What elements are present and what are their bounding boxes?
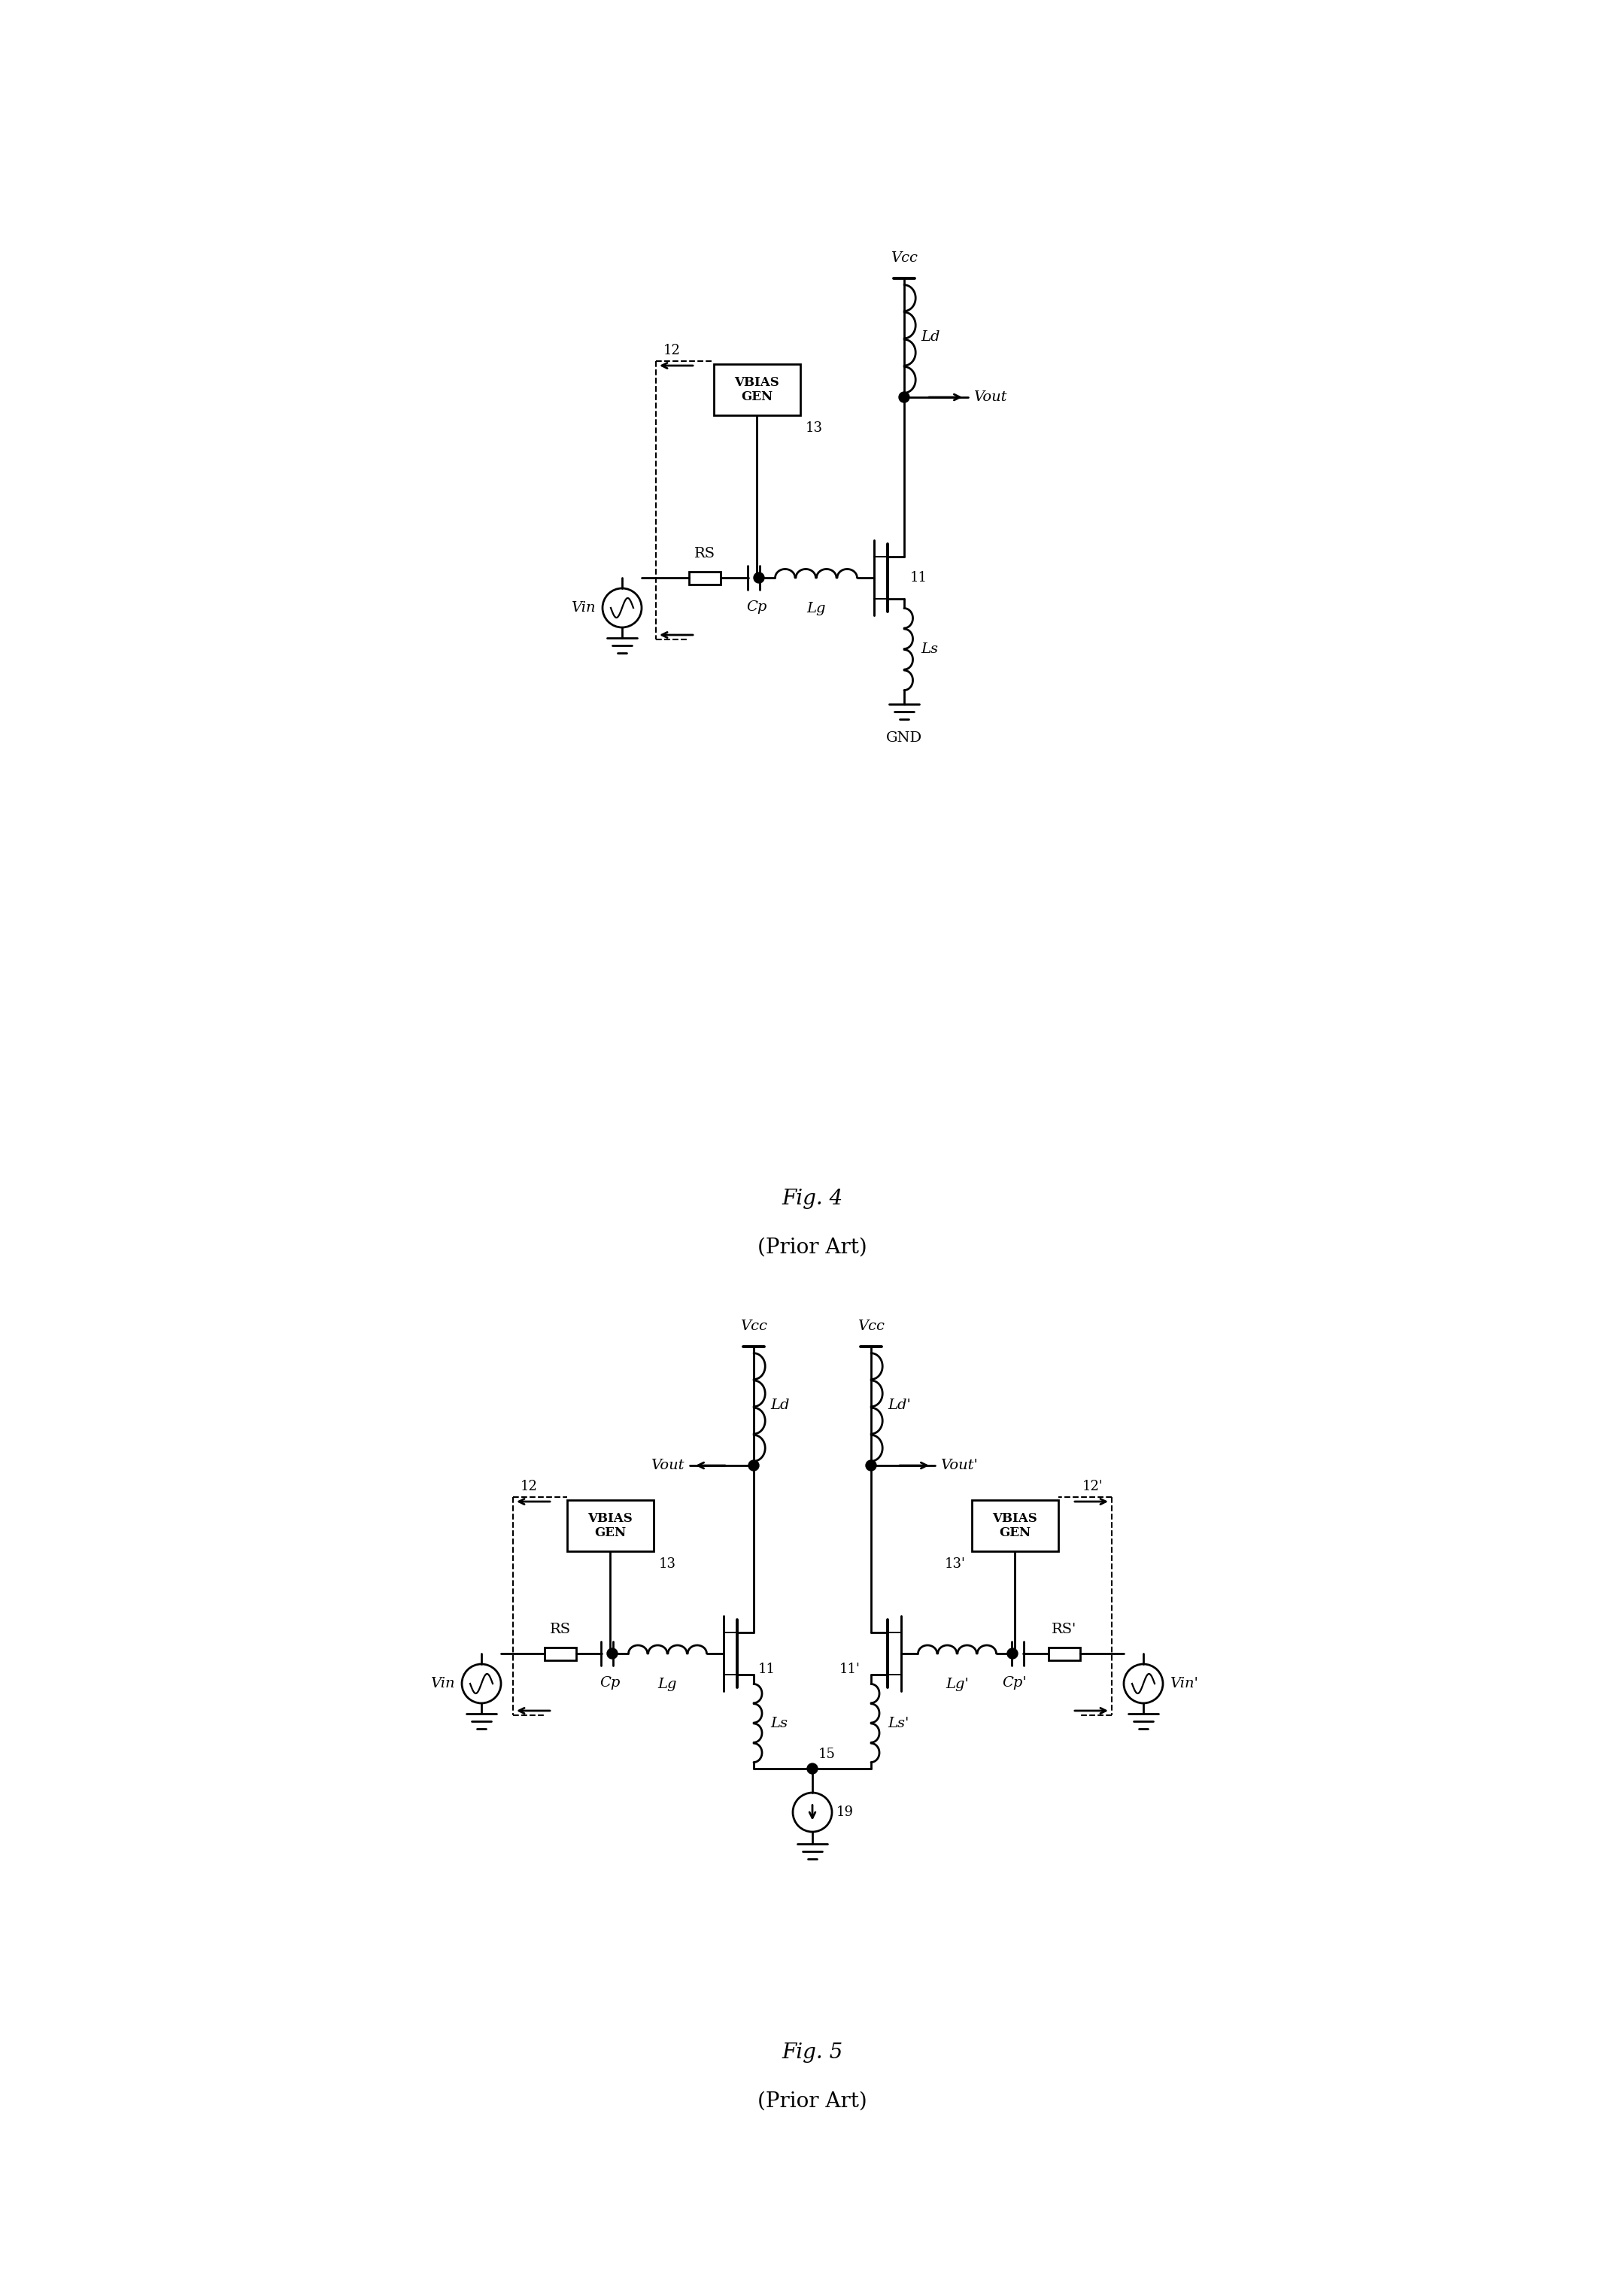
Text: 19: 19: [836, 1805, 854, 1818]
Circle shape: [1007, 1649, 1018, 1658]
Text: (Prior Art): (Prior Art): [757, 1238, 867, 1257]
Bar: [713, 365, 801, 415]
Text: Vin: Vin: [430, 1676, 455, 1690]
Text: 11: 11: [909, 571, 927, 585]
Text: 13: 13: [806, 422, 823, 436]
Bar: [567, 1500, 653, 1552]
Text: VBIAS
GEN: VBIAS GEN: [588, 1511, 632, 1539]
Text: Vout': Vout': [940, 1458, 978, 1472]
Text: (Prior Art): (Prior Art): [757, 2091, 867, 2112]
Bar: [1049, 1646, 1080, 1660]
Text: Vcc: Vcc: [857, 1318, 885, 1332]
Bar: [544, 1646, 577, 1660]
Text: Vin': Vin': [1169, 1676, 1199, 1690]
Text: Vcc: Vcc: [890, 252, 918, 264]
Text: Fig. 4: Fig. 4: [781, 1188, 843, 1208]
Text: Cp': Cp': [1002, 1676, 1026, 1690]
Text: VBIAS
GEN: VBIAS GEN: [992, 1511, 1038, 1539]
Text: RS': RS': [1052, 1623, 1077, 1637]
Circle shape: [749, 1461, 758, 1470]
Text: Cp: Cp: [747, 601, 767, 615]
Circle shape: [607, 1649, 617, 1658]
Text: Lg: Lg: [807, 601, 825, 615]
Text: 15: 15: [818, 1747, 836, 1761]
Text: Ld: Ld: [770, 1399, 789, 1412]
Text: Cp: Cp: [599, 1676, 620, 1690]
Text: Lg: Lg: [658, 1678, 677, 1692]
Text: Fig. 5: Fig. 5: [781, 2043, 843, 2061]
Circle shape: [754, 573, 765, 582]
Text: VBIAS
GEN: VBIAS GEN: [734, 376, 780, 404]
Text: 12': 12': [1082, 1479, 1103, 1493]
Text: Ls': Ls': [888, 1717, 909, 1729]
Bar: [971, 1500, 1057, 1552]
Text: Vin: Vin: [572, 601, 596, 615]
Text: 11: 11: [758, 1662, 776, 1676]
Text: Ls: Ls: [921, 642, 939, 656]
Text: 12: 12: [521, 1479, 538, 1493]
Text: 13': 13': [945, 1557, 966, 1571]
Text: Vout: Vout: [651, 1458, 684, 1472]
Text: 11': 11': [840, 1662, 861, 1676]
Bar: [689, 571, 721, 585]
Text: Vcc: Vcc: [741, 1318, 767, 1332]
Text: Ls: Ls: [770, 1717, 788, 1729]
Text: GND: GND: [887, 731, 922, 745]
Text: RS: RS: [551, 1623, 572, 1637]
Text: Ld': Ld': [888, 1399, 911, 1412]
Circle shape: [866, 1461, 877, 1470]
Text: RS: RS: [695, 548, 715, 559]
Circle shape: [898, 392, 909, 404]
Circle shape: [807, 1763, 817, 1775]
Text: Vout: Vout: [973, 390, 1007, 404]
Text: Lg': Lg': [945, 1678, 970, 1692]
Text: 13: 13: [659, 1557, 676, 1571]
Text: 12: 12: [664, 344, 680, 358]
Text: Ld: Ld: [921, 330, 940, 344]
